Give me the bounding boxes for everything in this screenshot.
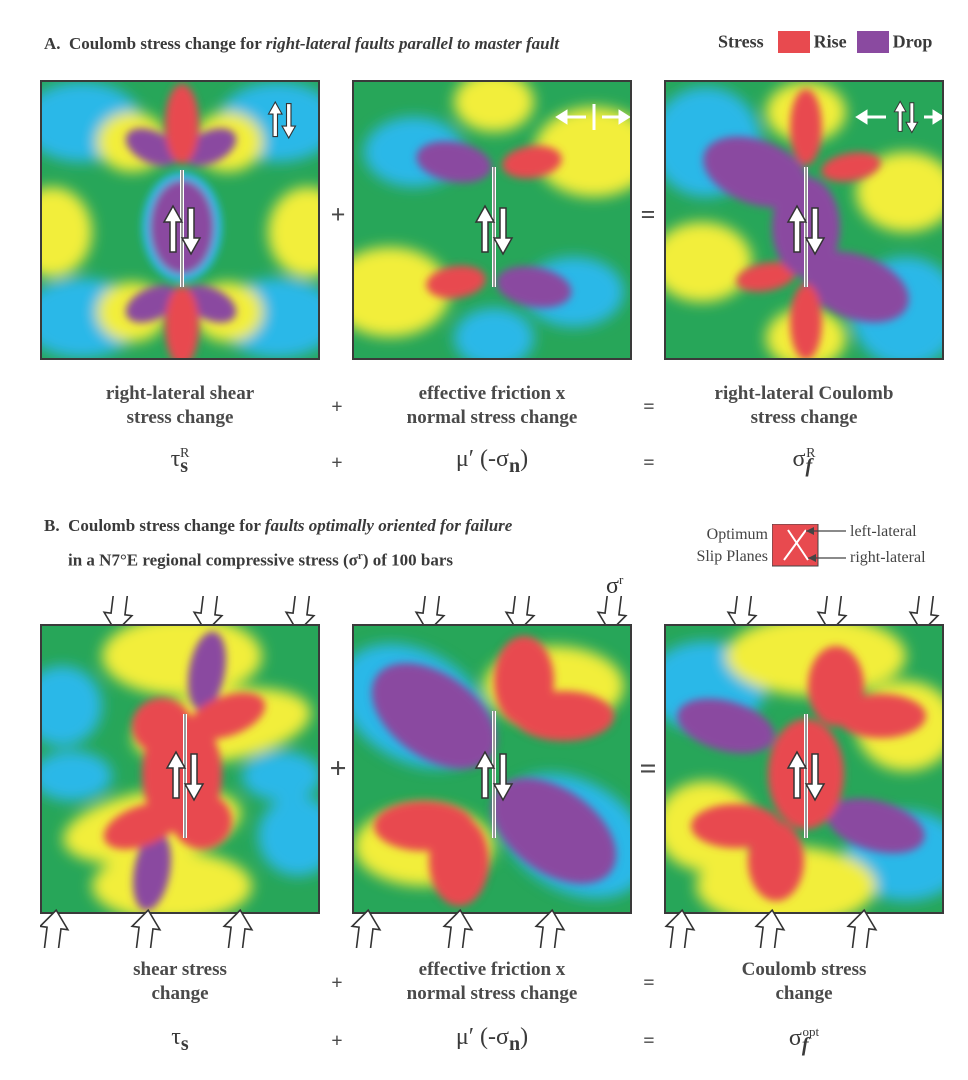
formula-a-middle-close: ) xyxy=(520,446,529,472)
formula-b-middle-close: ) xyxy=(520,1024,529,1050)
formula-b-left: τs xyxy=(40,1024,320,1056)
caption-a-left-line2: stress change xyxy=(126,407,234,428)
formula-b-left-main: τ xyxy=(171,1024,181,1050)
section-b-title-line2-end: ) of 100 bars xyxy=(362,550,454,570)
optimum-right-lateral: right-lateral xyxy=(850,549,926,566)
section-b-title-plain: Coulomb stress change for xyxy=(68,516,265,535)
sigma-r-label: σr xyxy=(606,572,623,600)
caption-a-middle: effective friction x normal stress chang… xyxy=(352,382,632,430)
formula-a-middle: μ′ (-σn) xyxy=(352,446,632,478)
optimum-label: Optimum Slip Planes xyxy=(678,524,768,568)
optimum-direction-labels: left-lateral right-lateral xyxy=(850,521,926,569)
section-b-title-line2: in a N7°E regional compressive stress (σ… xyxy=(68,550,453,571)
formula-a-right: σfR xyxy=(664,446,944,478)
equals-sign-a-caption: = xyxy=(643,396,655,418)
plus-sign-a-formula: + xyxy=(331,452,343,474)
plus-sign-b-panels: + xyxy=(329,752,347,785)
equals-sign-a-panels: = xyxy=(640,200,656,229)
formula-b-middle-sub: n xyxy=(508,1032,521,1055)
caption-b-middle-line1: effective friction x xyxy=(418,959,566,980)
legend-rise-label: Rise xyxy=(813,31,847,52)
section-b-letter: B. xyxy=(44,516,60,535)
section-a-title-italic: right-lateral faults parallel to master … xyxy=(265,34,560,53)
equals-sign-b-caption: = xyxy=(643,972,655,994)
plus-sign-a-panels: + xyxy=(330,200,346,229)
caption-a-middle-line1: effective friction x xyxy=(418,383,566,404)
equals-sign-b-panels: = xyxy=(639,752,657,785)
formula-a-left-sub: s xyxy=(180,454,189,477)
caption-a-right: right-lateral Coulomb stress change xyxy=(664,382,944,430)
section-b-title-italic: faults optimally oriented for failure xyxy=(264,516,513,535)
panel-a-normal xyxy=(352,80,632,360)
sigma-r-sup: r xyxy=(618,572,624,587)
caption-b-left: shear stress change xyxy=(40,958,320,1006)
formula-a-left-main: τ xyxy=(170,446,181,472)
legend-drop-swatch xyxy=(856,31,889,53)
formula-a-right-sub: f xyxy=(805,454,813,477)
formula-a-middle-sub: n xyxy=(508,454,521,477)
formula-a-middle-main: μ′ (-σ xyxy=(455,446,509,472)
section-b-title-line2-text: in a N7°E regional compressive stress (σ xyxy=(68,550,358,570)
caption-b-middle: effective friction x normal stress chang… xyxy=(352,958,632,1006)
formula-b-right-sub: f xyxy=(801,1033,809,1056)
compression-arrows-bottom xyxy=(40,907,879,948)
caption-a-middle-line2: normal stress change xyxy=(406,407,578,428)
optimum-left-lateral: left-lateral xyxy=(850,523,917,540)
formula-a-left: τsR xyxy=(40,446,320,478)
panel-a-coulomb xyxy=(664,80,944,360)
caption-a-left-line1: right-lateral shear xyxy=(105,383,255,404)
formula-b-right-sup: opt xyxy=(802,1024,820,1039)
optimum-label-line1: Optimum xyxy=(706,526,768,543)
formula-a-right-main: σ xyxy=(792,446,806,472)
section-a-title: A. Coulomb stress change for right-later… xyxy=(44,34,559,54)
caption-b-middle-line2: normal stress change xyxy=(406,983,578,1004)
legend-rise-swatch xyxy=(777,31,810,53)
legend-title: Stress xyxy=(718,31,764,52)
panel-b-shear xyxy=(40,624,320,914)
formula-a-right-sup: R xyxy=(806,446,816,461)
optimum-slip-planes-icon xyxy=(772,524,846,567)
section-b-title-line2-sup: r xyxy=(357,550,363,562)
panel-a-shear xyxy=(40,80,320,360)
caption-a-left: right-lateral shear stress change xyxy=(40,382,320,430)
formula-b-right-main: σ xyxy=(788,1025,802,1051)
legend-drop-label: Drop xyxy=(892,31,933,52)
caption-a-right-line1: right-lateral Coulomb xyxy=(714,383,894,404)
formula-b-right: σfopt xyxy=(664,1024,944,1057)
equals-sign-a-formula: = xyxy=(643,452,655,474)
caption-b-right-line1: Coulomb stress xyxy=(741,959,867,980)
optimum-label-line2: Slip Planes xyxy=(696,548,768,565)
section-b-title: B. Coulomb stress change for faults opti… xyxy=(44,516,512,536)
panel-b-normal xyxy=(352,624,632,914)
section-a-title-plain: Coulomb stress change for xyxy=(69,34,266,53)
plus-sign-a-caption: + xyxy=(331,396,343,418)
panel-b-coulomb xyxy=(664,624,944,914)
stress-legend: Stress Rise Drop xyxy=(718,31,932,53)
formula-b-middle: μ′ (-σn) xyxy=(352,1024,632,1056)
caption-b-right-line2: change xyxy=(775,983,833,1004)
section-a-letter: A. xyxy=(44,34,61,53)
sigma-r-main: σ xyxy=(606,573,619,599)
plus-sign-b-caption: + xyxy=(331,972,343,994)
caption-b-left-line1: shear stress xyxy=(133,959,227,980)
caption-b-left-line2: change xyxy=(151,983,209,1004)
formula-b-middle-main: μ′ (-σ xyxy=(455,1024,509,1050)
equals-sign-b-formula: = xyxy=(643,1030,655,1052)
caption-a-right-line2: stress change xyxy=(750,407,858,428)
plus-sign-b-formula: + xyxy=(331,1030,343,1052)
formula-a-left-sup: R xyxy=(180,446,190,461)
caption-b-right: Coulomb stress change xyxy=(664,958,944,1006)
formula-b-left-sub: s xyxy=(180,1032,189,1055)
